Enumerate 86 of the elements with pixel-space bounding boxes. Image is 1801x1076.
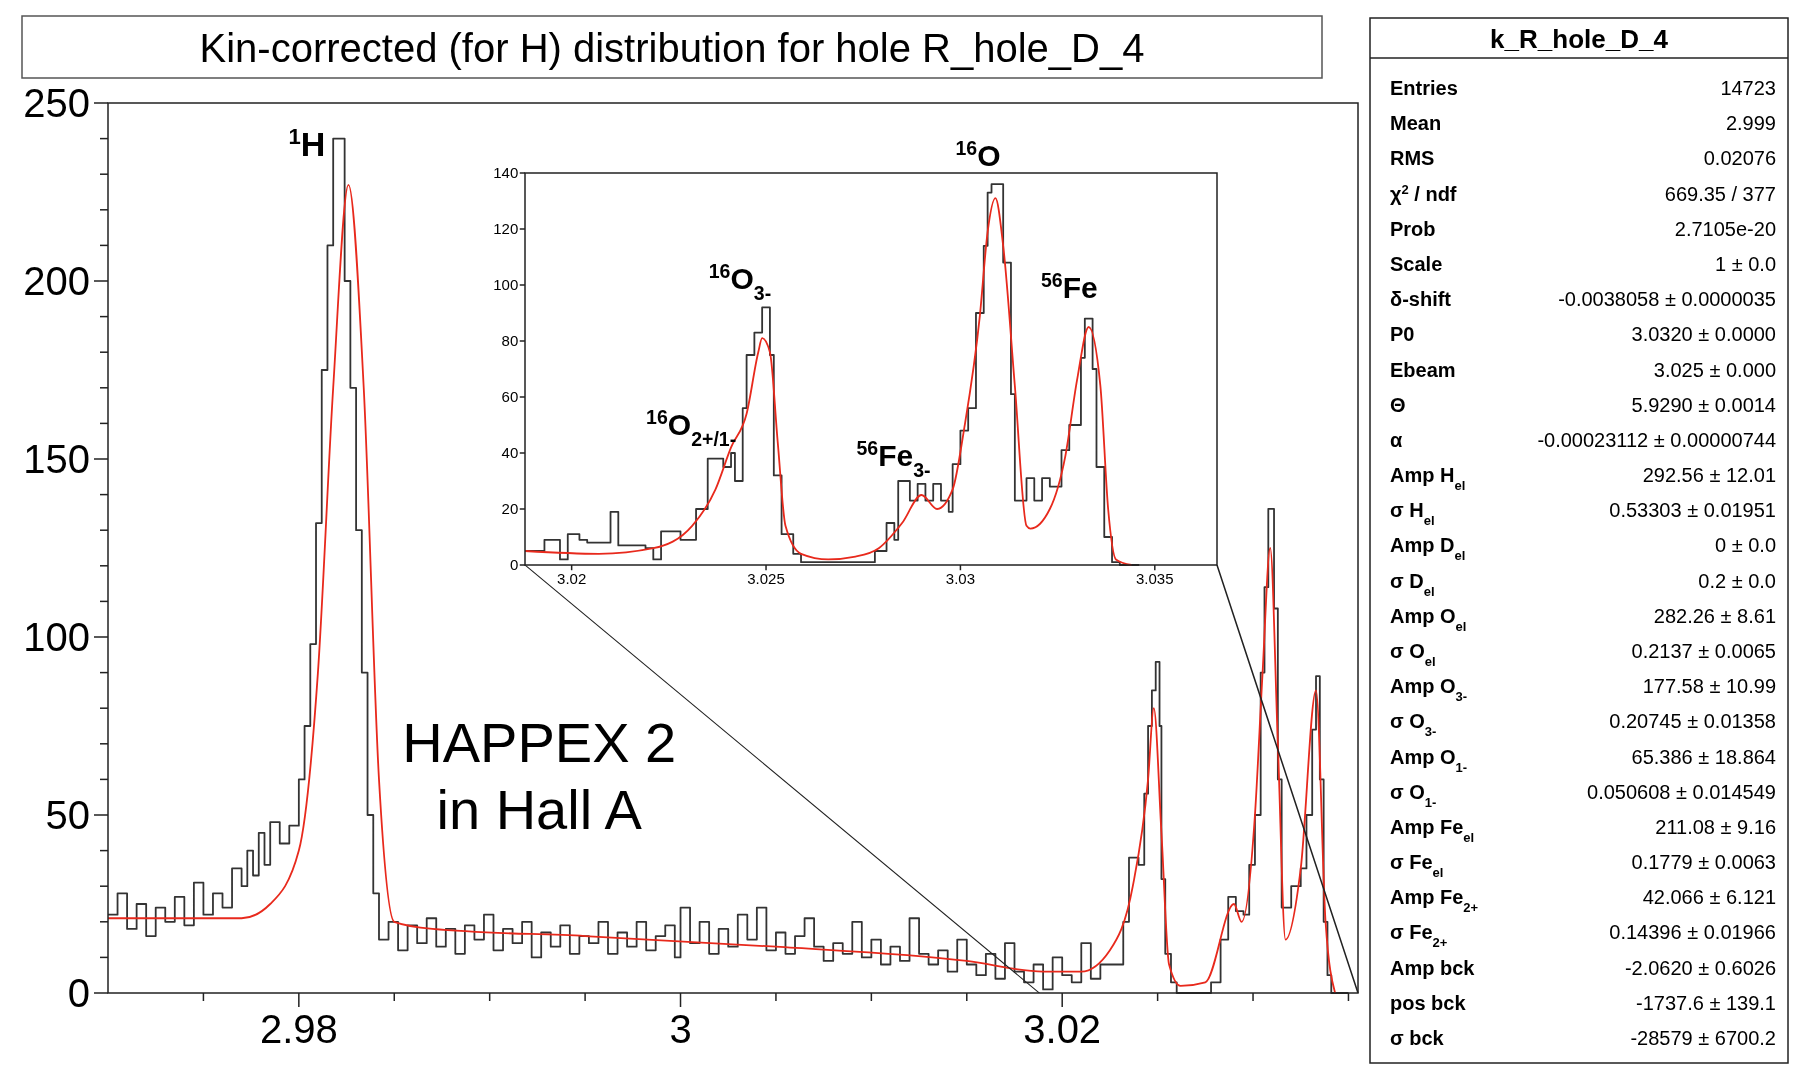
category-label: σ Fe$_{2+}$: [1390, 921, 1448, 950]
text: 1 ± 0.0: [1714, 253, 1776, 275]
category-label: σ H$_{el}$: [1390, 499, 1435, 528]
category-label: pos bck: [1390, 991, 1467, 1014]
x-tick-label: 3: [669, 1007, 692, 1051]
y-tick-label: 0: [509, 556, 519, 574]
text: 0.050608 ± 0.014549: [1587, 780, 1776, 803]
category-label: σ O$_{1-}$: [1390, 780, 1437, 810]
text: -1737.6 ± 139.1: [1636, 991, 1776, 1014]
category-label: Entries: [1390, 77, 1458, 100]
category-label: Amp D$_{el}$: [1390, 534, 1466, 563]
text: k_R_hole_D_4: [1490, 24, 1669, 54]
y-tick-label: 200: [23, 259, 90, 303]
annotation: $^{16}$O$_{2+/1-}$: [646, 406, 737, 450]
text: 669.35 / 377: [1664, 182, 1776, 205]
text: 14723: [1720, 77, 1776, 100]
x-tick-label: 3.035: [1136, 569, 1174, 587]
category-label: σ O$_{3-}$: [1390, 710, 1437, 739]
text: 292.56 ± 12.01: [1642, 464, 1776, 487]
x-tick-label: 2.98: [259, 1007, 338, 1051]
y-tick-label: 20: [501, 500, 519, 518]
category-label: Amp Fe$_{el}$: [1390, 815, 1475, 845]
text: 3.0320 ± 0.0000: [1631, 323, 1776, 346]
text: -0.00023112 ± 0.00000744: [1537, 428, 1776, 451]
category-label: σ D$_{el}$: [1390, 569, 1435, 599]
category-label: Amp H$_{el}$: [1390, 464, 1466, 493]
category-label: σ O$_{el}$: [1390, 639, 1436, 669]
category-label: Amp O$_{el}$: [1390, 604, 1467, 634]
y-tick-label: 100: [493, 276, 519, 294]
text: 65.386 ± 18.864: [1631, 745, 1776, 768]
text: 2.999: [1725, 112, 1776, 135]
annotation: $^{16}$O: [955, 137, 1001, 173]
category-label: δ-shift: [1390, 288, 1452, 311]
text: 0 ± 0.0: [1714, 534, 1776, 557]
category-label: Amp Fe$_{2+}$: [1390, 886, 1479, 915]
y-tick-label: 120: [493, 220, 519, 238]
category-label: Θ: [1390, 393, 1406, 416]
text: 0.53303 ± 0.01951: [1609, 499, 1776, 522]
annotation: $^{16}$O$_{3-}$: [708, 260, 772, 305]
category-label: P0: [1390, 323, 1415, 346]
text: 0.02076: [1703, 147, 1776, 170]
text: -2.0620 ± 0.6026: [1624, 956, 1776, 979]
text: -28579 ± 6700.2: [1630, 1026, 1776, 1049]
category-label: σ bck: [1390, 1026, 1445, 1049]
text: 42.066 ± 6.121: [1642, 886, 1776, 909]
x-tick-label: 3.03: [945, 569, 976, 587]
y-tick-label: 60: [501, 388, 519, 406]
y-tick-label: 80: [501, 332, 519, 350]
category-label: Ebeam: [1390, 358, 1456, 381]
text: 177.58 ± 10.99: [1642, 675, 1776, 698]
annotation: $^{56}$Fe$_{3-}$: [856, 436, 931, 481]
text: 0.2137 ± 0.0065: [1631, 639, 1776, 662]
text: 0.2 ± 0.0: [1698, 569, 1776, 592]
category-label: Amp bck: [1390, 956, 1476, 979]
text: 2.7105e-20: [1674, 217, 1776, 240]
text: 211.08 ± 9.16: [1655, 815, 1776, 838]
text: 5.9290 ± 0.0014: [1631, 393, 1776, 416]
category-label: Prob: [1390, 217, 1436, 240]
y-tick-label: 250: [23, 81, 90, 125]
category-label: χ$^{2}$ / ndf: [1390, 181, 1457, 205]
category-label: Amp O$_{3-}$: [1390, 675, 1468, 704]
annotation: $^{56}$Fe: [1040, 268, 1098, 304]
text: 282.26 ± 8.61: [1653, 604, 1776, 627]
x-tick-label: 3.025: [747, 569, 785, 587]
x-tick-label: 3.02: [557, 569, 587, 587]
x-tick-label: 3.02: [1023, 1007, 1102, 1051]
text: -0.0038058 ± 0.0000035: [1558, 288, 1776, 311]
category-label: Mean: [1390, 112, 1442, 135]
y-tick-label: 0: [67, 971, 90, 1015]
text: 0.14396 ± 0.01966: [1609, 921, 1776, 944]
text: 0.20745 ± 0.01358: [1609, 710, 1776, 733]
category-label: RMS: [1390, 147, 1435, 170]
category-label: Scale: [1390, 253, 1443, 275]
category-label: α: [1390, 428, 1403, 451]
text: 0.1779 ± 0.0063: [1631, 851, 1776, 874]
y-tick-label: 100: [23, 615, 90, 659]
chart-title: Kin-corrected (for H) distribution for hole R_hole_D_4: [199, 26, 1145, 70]
text: 3.025 ± 0.000: [1653, 358, 1776, 381]
annotation: $^{1}$H: [288, 123, 326, 163]
y-tick-label: 40: [501, 444, 519, 462]
annotation: HAPPEX 2 in Hall A: [402, 710, 677, 841]
y-tick-label: 140: [493, 164, 519, 182]
y-tick-label: 50: [45, 793, 90, 837]
y-tick-label: 150: [23, 437, 90, 481]
category-label: Amp O$_{1-}$: [1390, 745, 1468, 774]
category-label: σ Fe$_{el}$: [1390, 851, 1444, 880]
